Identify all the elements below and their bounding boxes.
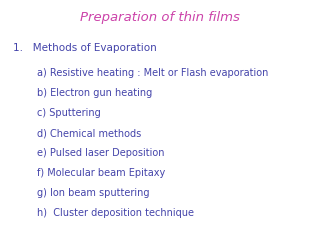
Text: e) Pulsed laser Deposition: e) Pulsed laser Deposition [37, 148, 164, 158]
Text: 1.   Methods of Evaporation: 1. Methods of Evaporation [13, 43, 156, 53]
Text: a) Resistive heating : Melt or Flash evaporation: a) Resistive heating : Melt or Flash eva… [37, 68, 268, 78]
Text: Preparation of thin films: Preparation of thin films [80, 11, 240, 24]
Text: f) Molecular beam Epitaxy: f) Molecular beam Epitaxy [37, 168, 165, 178]
Text: g) Ion beam sputtering: g) Ion beam sputtering [37, 188, 149, 198]
Text: b) Electron gun heating: b) Electron gun heating [37, 88, 152, 98]
Text: c) Sputtering: c) Sputtering [37, 108, 100, 118]
Text: d) Chemical methods: d) Chemical methods [37, 128, 141, 138]
Text: h)  Cluster deposition technique: h) Cluster deposition technique [37, 208, 194, 218]
